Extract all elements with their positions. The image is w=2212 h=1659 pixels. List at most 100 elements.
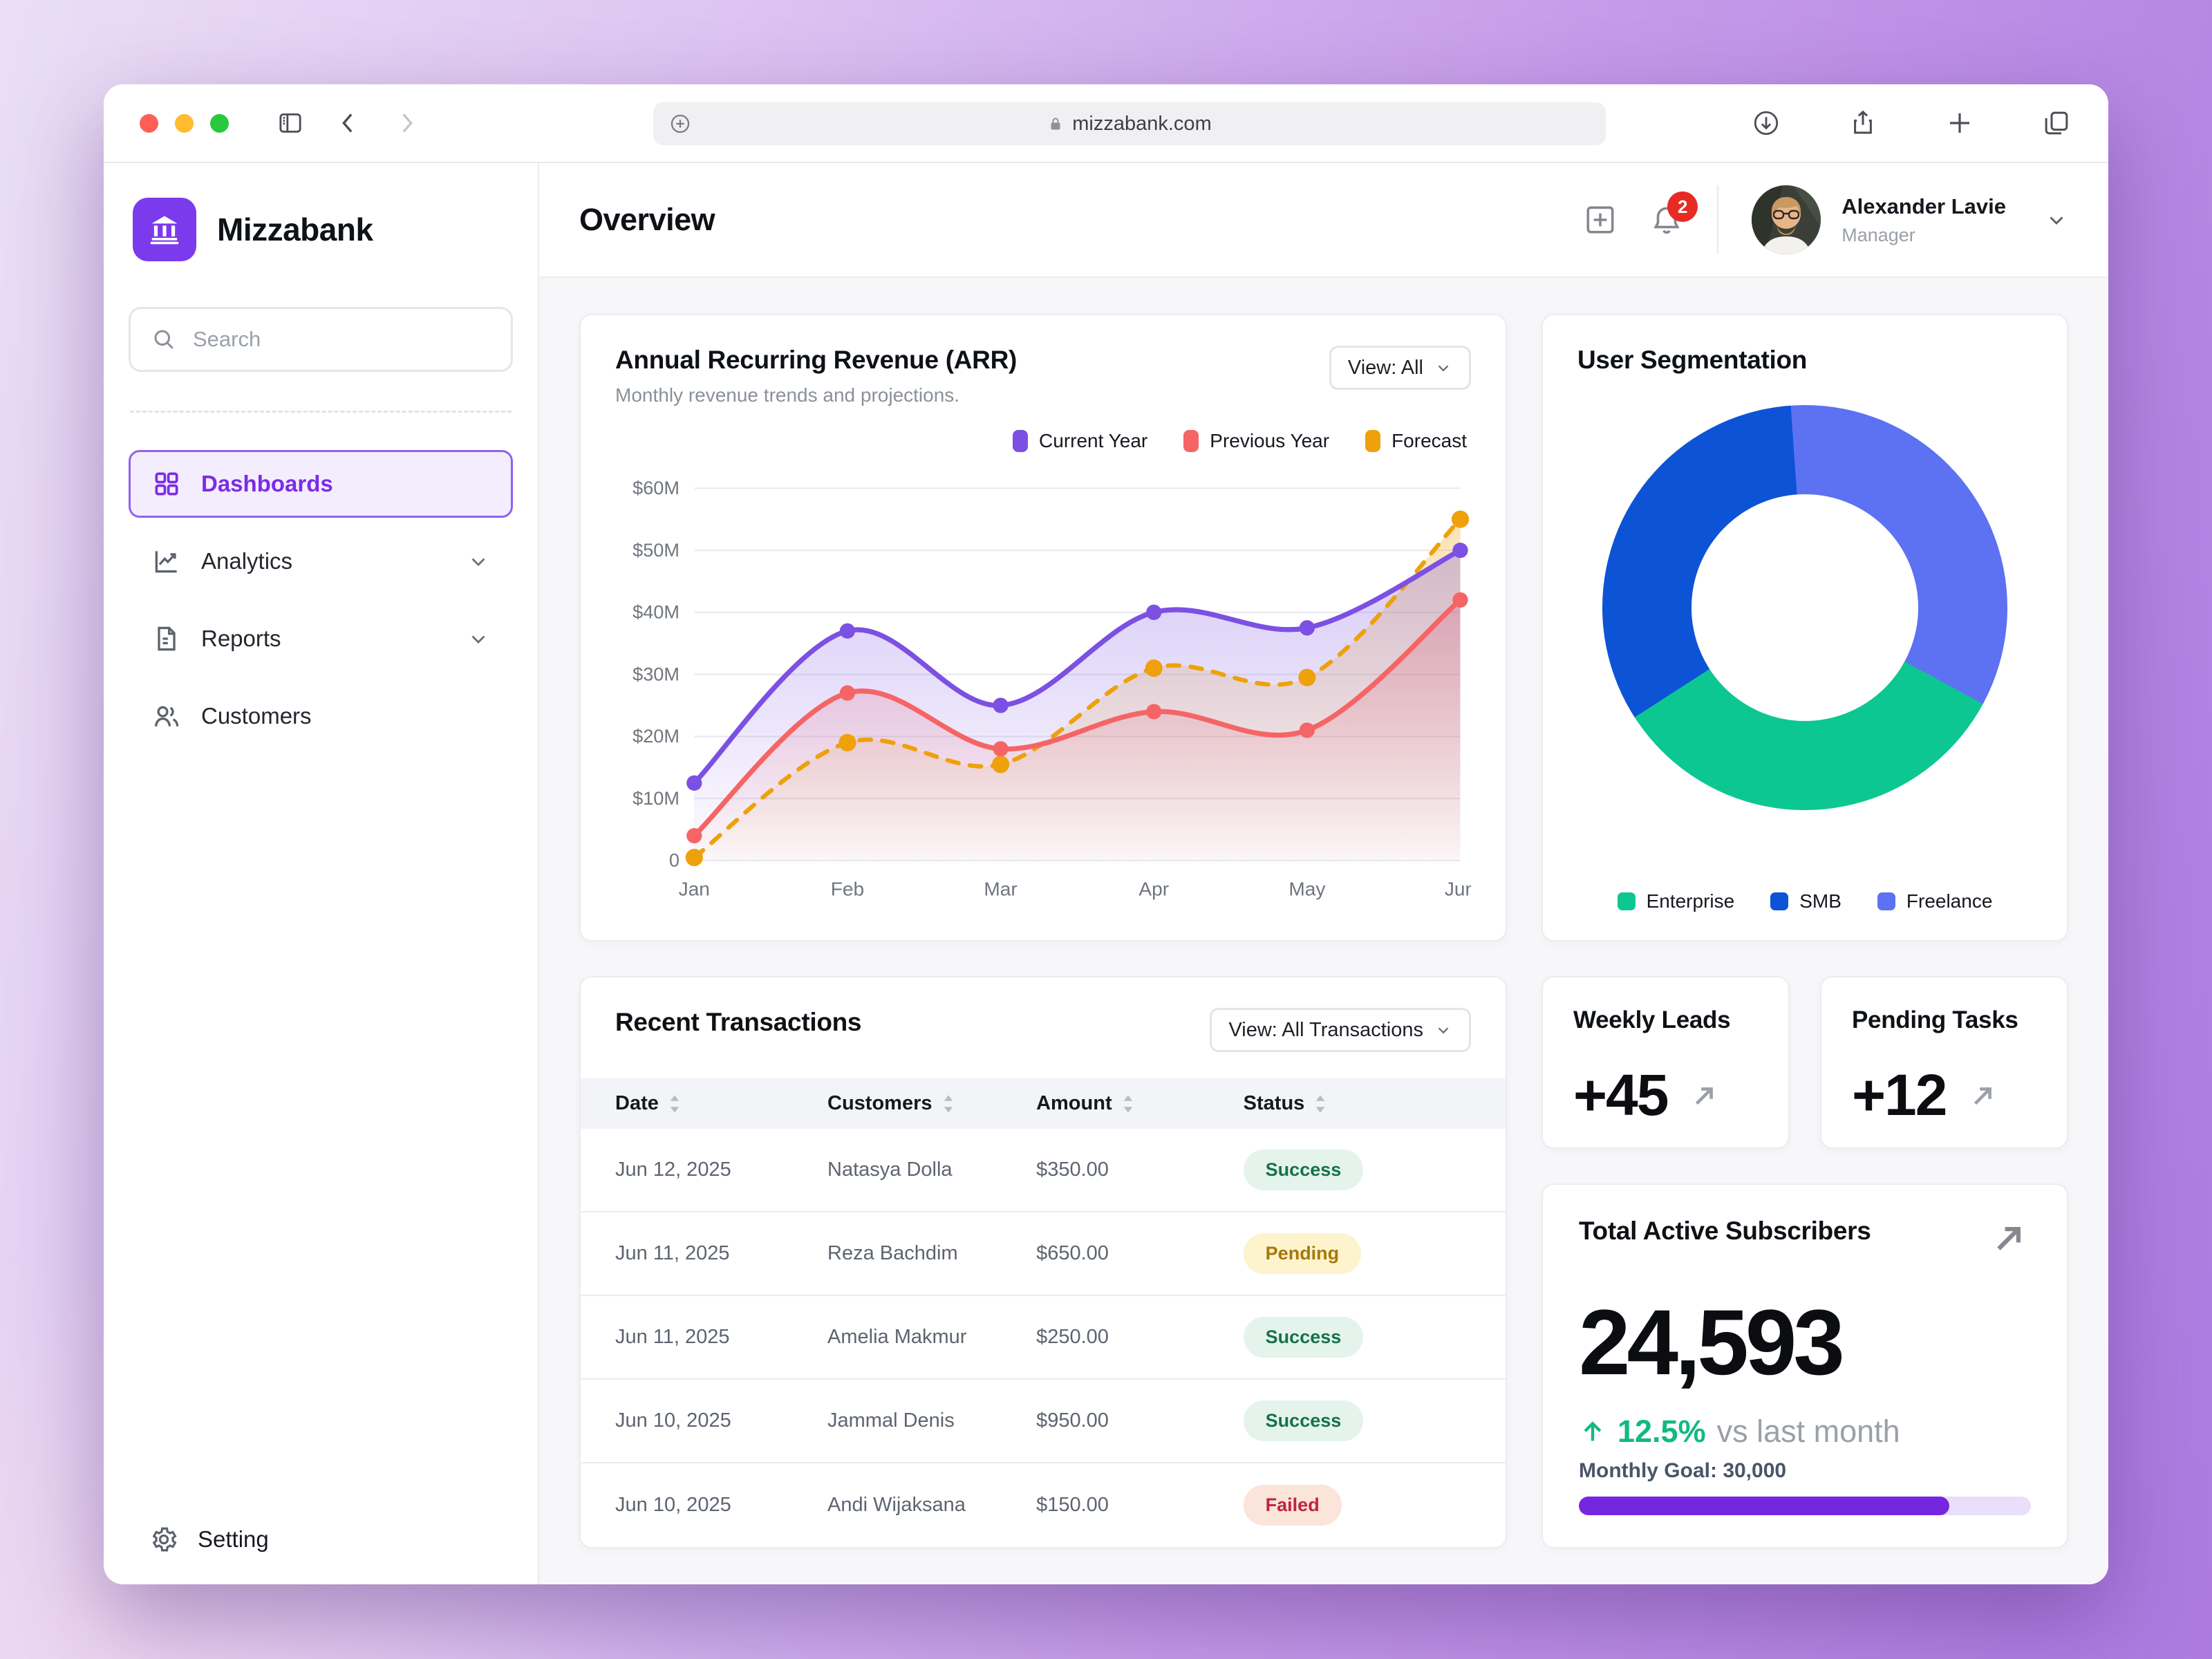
legend-item: Enterprise — [1617, 890, 1734, 912]
gear-icon — [152, 1527, 177, 1552]
arr-view-dropdown[interactable]: View: All — [1329, 346, 1471, 390]
cell-date: Jun 12, 2025 — [615, 1159, 731, 1181]
search-icon — [154, 330, 174, 349]
toolbar-actions — [1750, 107, 2072, 139]
table-row[interactable]: Jun 11, 2025 Reza Bachdim $650.00 Pendin… — [581, 1212, 1506, 1296]
brand: Mizzabank — [133, 198, 513, 261]
subscribers-delta: 12.5% — [1618, 1414, 1706, 1449]
arr-legend: Current Year Previous Year Forecast — [615, 430, 1467, 452]
sidebar-nav: Dashboards Analytics Reports Cust — [129, 450, 513, 750]
column-header-customers[interactable]: Customers — [827, 1092, 1036, 1115]
forward-button[interactable] — [391, 107, 422, 139]
sort-icon — [670, 1094, 679, 1113]
new-tab-icon[interactable] — [1944, 107, 1976, 139]
downloads-icon[interactable] — [1750, 107, 1782, 139]
sort-icon — [944, 1094, 953, 1113]
tab-overview-icon[interactable] — [2041, 107, 2072, 139]
sidebar-item-customers[interactable]: Customers — [129, 682, 513, 750]
zoom-window-button[interactable] — [210, 113, 229, 133]
y-axis-tick: $40M — [632, 601, 679, 623]
search-box[interactable] — [129, 307, 513, 372]
user-menu[interactable]: Alexander Lavie Manager — [1752, 185, 2068, 254]
legend-swatch — [1013, 430, 1029, 452]
notifications-button[interactable]: 2 — [1649, 191, 1698, 237]
column-header-amount[interactable]: Amount — [1036, 1092, 1244, 1115]
segmentation-title: User Segmentation — [1577, 346, 1808, 374]
minimize-window-button[interactable] — [175, 113, 194, 133]
cell-amount: $150.00 — [1036, 1494, 1109, 1516]
cell-customer: Jammal Denis — [827, 1409, 955, 1432]
legend-label: Freelance — [1906, 890, 1993, 912]
legend-item: Freelance — [1877, 890, 1993, 912]
arrow-up-right-icon[interactable] — [1988, 1217, 2031, 1259]
search-input[interactable] — [193, 327, 490, 352]
table-row[interactable]: Jun 10, 2025 Andi Wijaksana $150.00 Fail… — [581, 1463, 1506, 1547]
chevron-down-icon — [471, 635, 485, 644]
x-axis-tick: Feb — [831, 878, 864, 899]
sidebar-item-label: Analytics — [201, 548, 293, 574]
weekly-leads-title: Weekly Leads — [1573, 1006, 1731, 1033]
table-row[interactable]: Jun 12, 2025 Natasya Dolla $350.00 Succe… — [581, 1129, 1506, 1212]
arrow-up-icon — [1584, 1421, 1602, 1441]
cell-date: Jun 11, 2025 — [615, 1326, 730, 1348]
page-header: Overview 2 — [539, 163, 2108, 278]
arrow-up-right-icon[interactable] — [1689, 1080, 1721, 1112]
status-badge: Failed — [1243, 1485, 1342, 1526]
avatar — [1752, 185, 1821, 254]
grid-icon — [155, 472, 178, 496]
address-bar[interactable]: mizzabank.com — [653, 102, 1606, 145]
sidebar-item-label: Customers — [201, 703, 312, 729]
table-row[interactable]: Jun 10, 2025 Jammal Denis $950.00 Succes… — [581, 1380, 1506, 1463]
sidebar-item-analytics[interactable]: Analytics — [129, 527, 513, 595]
arr-subtitle: Monthly revenue trends and projections. — [615, 384, 960, 406]
share-icon[interactable] — [1847, 107, 1879, 139]
transactions-table-header: Date Customers Amount Status — [581, 1078, 1506, 1129]
header-divider — [1717, 185, 1719, 254]
chevron-down-icon — [471, 558, 485, 566]
users-icon — [154, 706, 179, 727]
pending-tasks-title: Pending Tasks — [1852, 1006, 2018, 1033]
status-badge: Success — [1243, 1400, 1364, 1441]
legend-item: SMB — [1770, 890, 1841, 912]
sidebar: Mizzabank Dashboards Analytics — [104, 163, 539, 1584]
x-axis-tick: Mar — [984, 878, 1017, 899]
transactions-view-dropdown[interactable]: View: All Transactions — [1210, 1008, 1471, 1052]
cell-customer: Reza Bachdim — [827, 1242, 958, 1264]
sidebar-divider — [130, 411, 512, 413]
transactions-table-body: Jun 12, 2025 Natasya Dolla $350.00 Succe… — [581, 1129, 1506, 1547]
legend-label: Forecast — [1391, 430, 1467, 451]
browser-window: mizzabank.com — [104, 84, 2108, 1584]
dashboard-body: Annual Recurring Revenue (ARR) Monthly r… — [539, 278, 2108, 1584]
cell-date: Jun 10, 2025 — [615, 1409, 731, 1432]
pending-tasks-card: Pending Tasks +12 — [1820, 976, 2068, 1149]
goal-progress-fill — [1579, 1497, 1950, 1515]
user-name: Alexander Lavie — [1841, 194, 2006, 218]
column-header-status[interactable]: Status — [1244, 1092, 1471, 1115]
close-window-button[interactable] — [140, 113, 158, 133]
document-icon — [158, 626, 176, 651]
chevron-down-icon[interactable] — [2045, 208, 2068, 232]
sidebar-toggle-icon[interactable] — [274, 107, 306, 139]
status-badge: Success — [1243, 1150, 1364, 1190]
arrow-up-right-icon[interactable] — [1967, 1080, 1999, 1112]
url-text: mizzabank.com — [1072, 112, 1212, 135]
sort-icon — [1316, 1094, 1325, 1113]
table-row[interactable]: Jun 11, 2025 Amelia Makmur $250.00 Succe… — [581, 1296, 1506, 1380]
page-settings-icon[interactable] — [668, 112, 692, 135]
legend-item: Previous Year — [1183, 430, 1329, 452]
sidebar-item-dashboards[interactable]: Dashboards — [129, 450, 513, 518]
cell-customer: Natasya Dolla — [827, 1159, 953, 1181]
legend-label: Previous Year — [1210, 430, 1330, 451]
back-button[interactable] — [332, 107, 364, 139]
sidebar-item-reports[interactable]: Reports — [129, 605, 513, 673]
y-axis-tick: $10M — [632, 787, 679, 809]
y-axis-tick: 0 — [669, 850, 679, 871]
notification-badge: 2 — [1667, 191, 1698, 222]
browser-toolbar: mizzabank.com — [104, 84, 2108, 163]
status-badge: Pending — [1243, 1233, 1362, 1274]
column-header-date[interactable]: Date — [615, 1092, 827, 1115]
sidebar-item-setting[interactable]: Setting — [129, 1525, 513, 1554]
x-axis-tick: Jun — [1445, 878, 1471, 899]
add-widget-button[interactable] — [1583, 203, 1618, 237]
